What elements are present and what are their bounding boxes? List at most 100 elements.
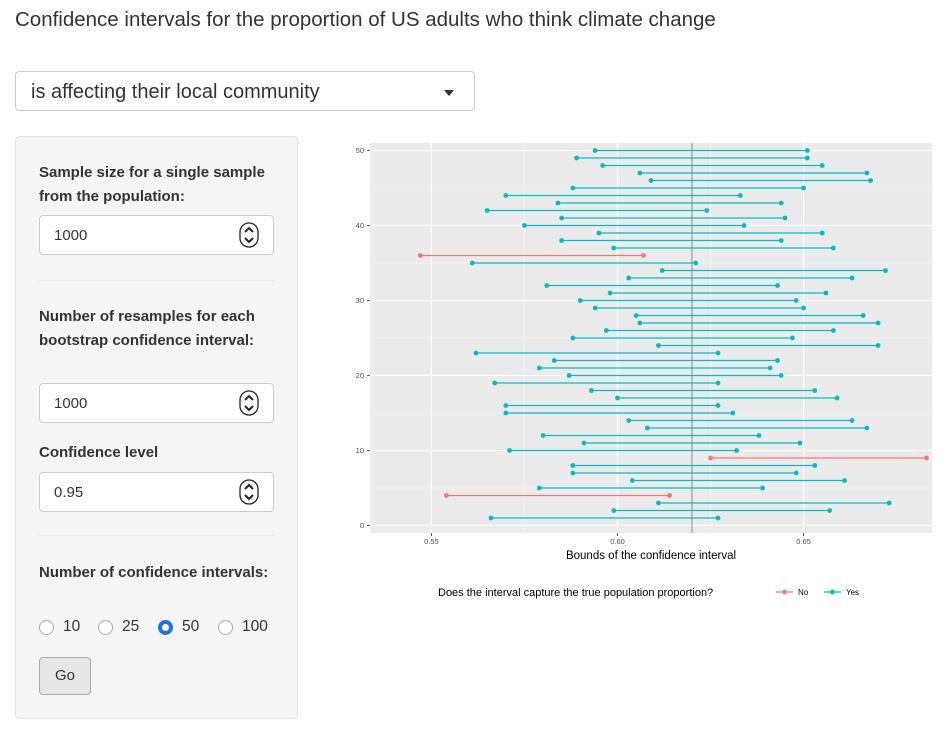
confidence-level-label: Confidence level [39, 444, 159, 461]
go-button[interactable]: Go [39, 657, 91, 695]
interval-30 [577, 298, 799, 303]
interval-35 [469, 260, 699, 266]
interval-upper-point [864, 170, 870, 176]
interval-lower-point [566, 373, 572, 378]
interval-upper-point [737, 193, 743, 198]
n-intervals-label: Number of confidence intervals: [39, 564, 269, 581]
interval-upper-point [730, 410, 736, 416]
interval-lower-point [469, 260, 475, 266]
interval-upper-point [834, 395, 840, 401]
radio-circle[interactable] [98, 620, 113, 635]
interval-15 [503, 410, 736, 416]
interval-46 [648, 178, 873, 183]
interval-upper-point [767, 365, 773, 371]
interval-upper-point [667, 493, 673, 498]
interval-lower-point [581, 440, 587, 446]
interval-lower-point [492, 380, 498, 386]
radio-label: 100 [242, 618, 268, 635]
interval-lower-point [600, 163, 606, 168]
radio-label: 10 [63, 618, 81, 635]
interval-upper-point [775, 358, 780, 363]
interval-1 [488, 515, 721, 521]
y-tick-label: 40 [356, 221, 364, 230]
interval-upper-point [778, 373, 784, 378]
interval-49 [574, 155, 810, 161]
radio-circle[interactable] [39, 620, 54, 635]
interval-upper-point [819, 230, 825, 236]
interval-lower-point [536, 485, 542, 491]
radio-circle-selected[interactable] [158, 620, 173, 635]
interval-29 [592, 305, 806, 311]
resamples-input[interactable]: 1000 [39, 383, 274, 423]
interval-7 [570, 470, 799, 476]
interval-lower-point [611, 508, 617, 513]
interval-upper-point [804, 148, 810, 153]
radio-circle[interactable] [218, 620, 233, 635]
interval-upper-point [827, 508, 833, 513]
confidence-level-input[interactable]: 0.95 [39, 472, 274, 512]
y-tick-label: 30 [356, 296, 364, 305]
interval-2 [611, 508, 833, 513]
interval-43 [555, 200, 784, 206]
interval-26 [603, 328, 836, 333]
interval-lower-point [473, 350, 479, 356]
interval-lower-point [577, 298, 583, 303]
interval-12 [540, 433, 762, 438]
legend-point [782, 589, 787, 595]
interval-32 [544, 283, 780, 288]
interval-upper-point [830, 245, 836, 251]
interval-upper-point [793, 470, 799, 476]
y-tick-label: 50 [356, 146, 364, 155]
confidence-level-value: 0.95 [54, 484, 84, 501]
legend-key-yes: Yes [824, 588, 859, 597]
interval-lower-point [656, 343, 661, 348]
interval-lower-point [443, 493, 449, 498]
interval-lower-point [592, 148, 598, 153]
interval-lower-point [644, 425, 650, 431]
interval-upper-point [830, 328, 836, 333]
interval-upper-point [801, 185, 806, 191]
interval-lower-point [708, 455, 713, 461]
spinner-icon[interactable] [239, 222, 259, 248]
spinner-icon[interactable] [239, 479, 259, 505]
legend-point [830, 589, 835, 595]
interval-19 [492, 380, 721, 386]
interval-37 [611, 245, 836, 251]
interval-38 [559, 238, 784, 243]
interval-upper-point [804, 155, 810, 161]
interval-18 [589, 388, 818, 393]
interval-lower-point [417, 253, 423, 258]
interval-upper-point [819, 163, 825, 168]
interval-lower-point [611, 245, 617, 251]
radio-label: 25 [122, 618, 140, 635]
question-select-value: is affecting their local community [31, 81, 320, 103]
interval-9 [708, 455, 929, 461]
resamples-label: Number of resamples for each bootstrap c… [39, 308, 255, 349]
interval-lower-point [648, 178, 654, 183]
interval-lower-point [603, 328, 609, 333]
sample-size-input[interactable]: 1000 [39, 215, 274, 255]
confidence-interval-chart: 0.55 0.60 0.65 0 10 20 30 40 50 Bounds of the co… [356, 143, 932, 599]
interval-upper-point [793, 298, 799, 303]
interval-41 [559, 215, 788, 221]
spinner-icon[interactable] [239, 390, 259, 416]
interval-lower-point [488, 515, 494, 521]
sample-size-value: 1000 [54, 227, 88, 244]
interval-6 [629, 478, 847, 483]
interval-4 [443, 493, 673, 498]
interval-22 [551, 358, 780, 363]
interval-upper-point [823, 290, 829, 296]
interval-50 [592, 148, 810, 153]
interval-lower-point [574, 155, 579, 161]
interval-27 [637, 320, 881, 326]
interval-lower-point [544, 283, 550, 288]
question-select[interactable]: is affecting their local community [15, 71, 475, 111]
interval-11 [581, 440, 803, 446]
interval-upper-point [812, 388, 818, 393]
interval-lower-point [570, 470, 576, 476]
interval-5 [536, 485, 766, 491]
interval-lower-point [503, 403, 509, 408]
interval-lower-point [637, 170, 643, 176]
interval-40 [522, 223, 747, 228]
interval-lower-point [633, 313, 639, 318]
